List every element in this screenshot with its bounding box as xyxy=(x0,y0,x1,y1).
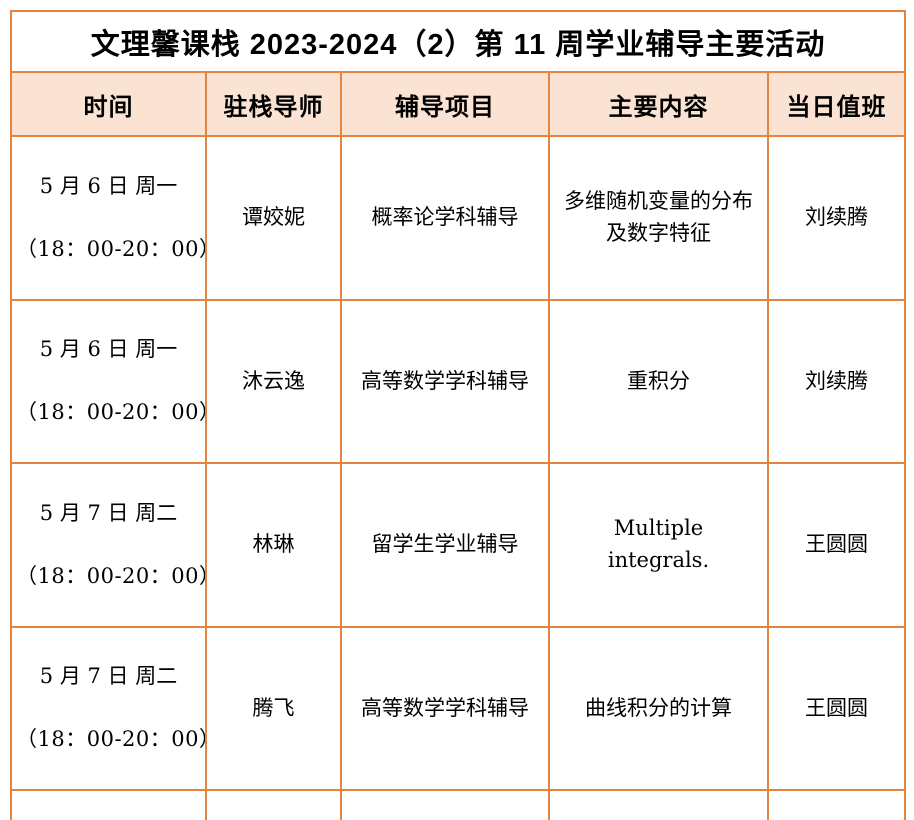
date-text: 5 月 6 日 周一 xyxy=(39,337,178,361)
duty-cell: 王圆圆 xyxy=(766,625,907,791)
tutor-cell: 林琳 xyxy=(205,462,342,628)
column-header-project: 辅导项目 xyxy=(340,71,550,137)
content-cell: 多维随机变量的分布及数字特征 xyxy=(548,135,769,301)
content-cell: 曲线积分的计算 xyxy=(548,625,769,791)
table-row: 5 月 6 日 周一 （18：00-20：00） 沐云逸 高等数学学科辅导 重积… xyxy=(10,298,907,464)
duty-cell: 刘续腾 xyxy=(766,298,907,464)
column-header-duty: 当日值班 xyxy=(766,71,907,137)
time-text: （18：00-20：00） xyxy=(16,563,206,588)
tutor-cell: 武文佳 xyxy=(205,789,342,820)
tutor-cell: 谭姣妮 xyxy=(205,135,342,301)
date-text: 5 月 7 日 周二 xyxy=(39,500,178,525)
project-cell: 留学生学业辅导 xyxy=(340,462,550,628)
table-row: 5 月 6 日 周一 （18：00-20：00） 谭姣妮 概率论学科辅导 多维随… xyxy=(10,135,907,301)
table-row: 5 月 7 日 周二 （18：00-20：00） 林琳 留学生学业辅导 Mult… xyxy=(10,462,907,628)
date-text: 5 月 6 日 周一 xyxy=(39,173,178,198)
content-cell: Multiple integrals. xyxy=(548,462,769,628)
column-header-tutor: 驻栈导师 xyxy=(205,71,342,137)
time-cell: 5 月 6 日 周一 （18：00-20：00） xyxy=(10,135,207,301)
tutoring-schedule-table: 文理馨课栈 2023-2024（2）第 11 周学业辅导主要活动 时间 驻栈导师… xyxy=(9,10,907,820)
column-header-content: 主要内容 xyxy=(548,71,769,137)
time-cell: 5 月 8 日 周三 （18：00-20：00） xyxy=(10,789,207,820)
time-cell: 5 月 7 日 周二 （18：00-20：00） xyxy=(10,462,207,628)
time-cell: 5 月 7 日 周二 （18：00-20：00） xyxy=(10,625,207,791)
table-row: 5 月 7 日 周二 （18：00-20：00） 腾飞 高等数学学科辅导 曲线积… xyxy=(10,625,907,791)
duty-cell: 苏娜 林星星 xyxy=(766,789,907,820)
column-header-time: 时间 xyxy=(10,71,207,137)
time-text: （18：00-20：00） xyxy=(16,236,206,261)
time-text: （18：00-20：00） xyxy=(16,400,206,424)
title-row: 文理馨课栈 2023-2024（2）第 11 周学业辅导主要活动 xyxy=(9,10,907,73)
tutor-cell: 腾飞 xyxy=(205,625,342,791)
time-text: （18：00-20：00） xyxy=(16,727,206,751)
project-cell: 高等数学学科辅导 xyxy=(340,298,550,464)
project-cell: 概率论学科辅导 xyxy=(340,135,550,301)
project-cell: 高等数学学科辅导 xyxy=(340,625,550,791)
date-text: 5 月 7 日 周二 xyxy=(39,664,178,688)
duty-cell: 王圆圆 xyxy=(766,462,907,628)
tutor-cell: 沐云逸 xyxy=(205,298,342,464)
project-cell: 高等数学学科辅导 xyxy=(340,789,550,820)
page-title: 文理馨课栈 2023-2024（2）第 11 周学业辅导主要活动 xyxy=(9,10,907,73)
content-cell: 重积分 xyxy=(548,298,769,464)
table-row: 5 月 8 日 周三 （18：00-20：00） 武文佳 高等数学学科辅导 考研… xyxy=(10,789,907,820)
header-row: 时间 驻栈导师 辅导项目 主要内容 当日值班 xyxy=(10,71,907,137)
time-cell: 5 月 6 日 周一 （18：00-20：00） xyxy=(10,298,207,464)
content-cell: 考研数学一元函数积分学进阶辅导 xyxy=(548,789,769,820)
duty-cell: 刘续腾 xyxy=(766,135,907,301)
